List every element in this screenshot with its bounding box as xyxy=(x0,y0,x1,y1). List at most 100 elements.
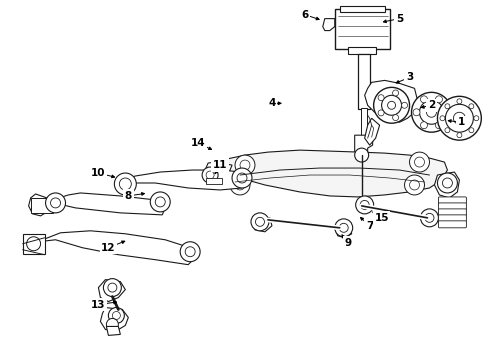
Circle shape xyxy=(445,128,450,133)
Circle shape xyxy=(405,175,424,195)
Text: 8: 8 xyxy=(125,191,132,201)
Polygon shape xyxy=(365,118,380,145)
Circle shape xyxy=(46,193,66,213)
Circle shape xyxy=(185,247,195,257)
Circle shape xyxy=(415,157,424,167)
Polygon shape xyxy=(205,162,232,180)
Circle shape xyxy=(438,173,457,193)
Circle shape xyxy=(419,100,443,124)
Circle shape xyxy=(202,167,218,183)
Bar xyxy=(335,9,390,49)
Circle shape xyxy=(114,173,136,195)
Circle shape xyxy=(457,99,462,104)
Circle shape xyxy=(50,198,61,208)
Text: 14: 14 xyxy=(191,138,205,148)
Text: 13: 13 xyxy=(91,300,106,310)
Circle shape xyxy=(335,219,353,237)
Text: 1: 1 xyxy=(458,117,465,127)
Polygon shape xyxy=(106,327,121,336)
Circle shape xyxy=(237,173,247,183)
Circle shape xyxy=(410,180,419,190)
Bar xyxy=(340,6,385,12)
Circle shape xyxy=(240,160,250,170)
Circle shape xyxy=(360,201,369,210)
Circle shape xyxy=(425,213,434,222)
Text: 15: 15 xyxy=(374,213,389,223)
FancyBboxPatch shape xyxy=(439,197,466,204)
Circle shape xyxy=(401,102,408,108)
Polygon shape xyxy=(252,215,272,232)
FancyBboxPatch shape xyxy=(439,203,466,210)
Circle shape xyxy=(388,101,395,109)
Circle shape xyxy=(436,96,442,103)
Circle shape xyxy=(420,122,427,129)
Text: 5: 5 xyxy=(396,14,403,24)
Circle shape xyxy=(445,104,473,132)
Circle shape xyxy=(103,279,122,297)
Text: 3: 3 xyxy=(406,72,413,82)
Circle shape xyxy=(26,237,41,251)
Circle shape xyxy=(445,104,450,109)
Circle shape xyxy=(108,283,117,292)
Circle shape xyxy=(412,92,451,132)
Polygon shape xyxy=(115,170,248,190)
Circle shape xyxy=(112,311,121,319)
Circle shape xyxy=(438,96,481,140)
Polygon shape xyxy=(50,193,165,215)
Circle shape xyxy=(392,114,398,121)
Circle shape xyxy=(355,148,368,162)
Bar xyxy=(23,234,45,254)
Polygon shape xyxy=(435,172,460,198)
Circle shape xyxy=(356,196,374,214)
Polygon shape xyxy=(98,280,125,302)
Circle shape xyxy=(442,178,452,188)
Bar xyxy=(358,54,369,109)
Circle shape xyxy=(378,95,384,101)
Bar xyxy=(206,178,222,184)
Polygon shape xyxy=(355,135,372,155)
Circle shape xyxy=(180,242,200,262)
Circle shape xyxy=(206,171,214,179)
Circle shape xyxy=(469,128,474,133)
FancyBboxPatch shape xyxy=(439,209,466,216)
Circle shape xyxy=(232,168,252,188)
Circle shape xyxy=(235,180,245,190)
Circle shape xyxy=(120,178,131,190)
Text: 6: 6 xyxy=(301,10,308,20)
Bar xyxy=(348,46,376,54)
Circle shape xyxy=(155,197,165,207)
Circle shape xyxy=(251,213,269,231)
Text: 11: 11 xyxy=(213,160,227,170)
Text: 7: 7 xyxy=(366,221,373,231)
Circle shape xyxy=(150,192,170,212)
Circle shape xyxy=(382,95,401,115)
Circle shape xyxy=(420,209,439,227)
Circle shape xyxy=(453,112,465,124)
Circle shape xyxy=(436,122,442,129)
Circle shape xyxy=(410,152,429,172)
Bar xyxy=(30,198,52,213)
Polygon shape xyxy=(28,194,52,216)
Polygon shape xyxy=(335,224,352,238)
Circle shape xyxy=(443,109,450,116)
Circle shape xyxy=(474,116,479,121)
Circle shape xyxy=(420,96,427,103)
Text: 9: 9 xyxy=(344,238,351,248)
Circle shape xyxy=(426,107,437,117)
Polygon shape xyxy=(323,19,335,31)
Text: 4: 4 xyxy=(268,98,275,108)
Circle shape xyxy=(392,90,398,96)
Circle shape xyxy=(469,104,474,109)
Polygon shape xyxy=(36,231,195,265)
Circle shape xyxy=(339,223,348,232)
FancyBboxPatch shape xyxy=(439,215,466,222)
Circle shape xyxy=(106,319,119,330)
Circle shape xyxy=(235,155,255,175)
Text: 10: 10 xyxy=(91,168,106,178)
Circle shape xyxy=(378,110,384,116)
Circle shape xyxy=(440,116,445,121)
Circle shape xyxy=(374,87,410,123)
Polygon shape xyxy=(100,307,128,332)
Circle shape xyxy=(457,133,462,138)
Text: 2: 2 xyxy=(428,100,435,110)
